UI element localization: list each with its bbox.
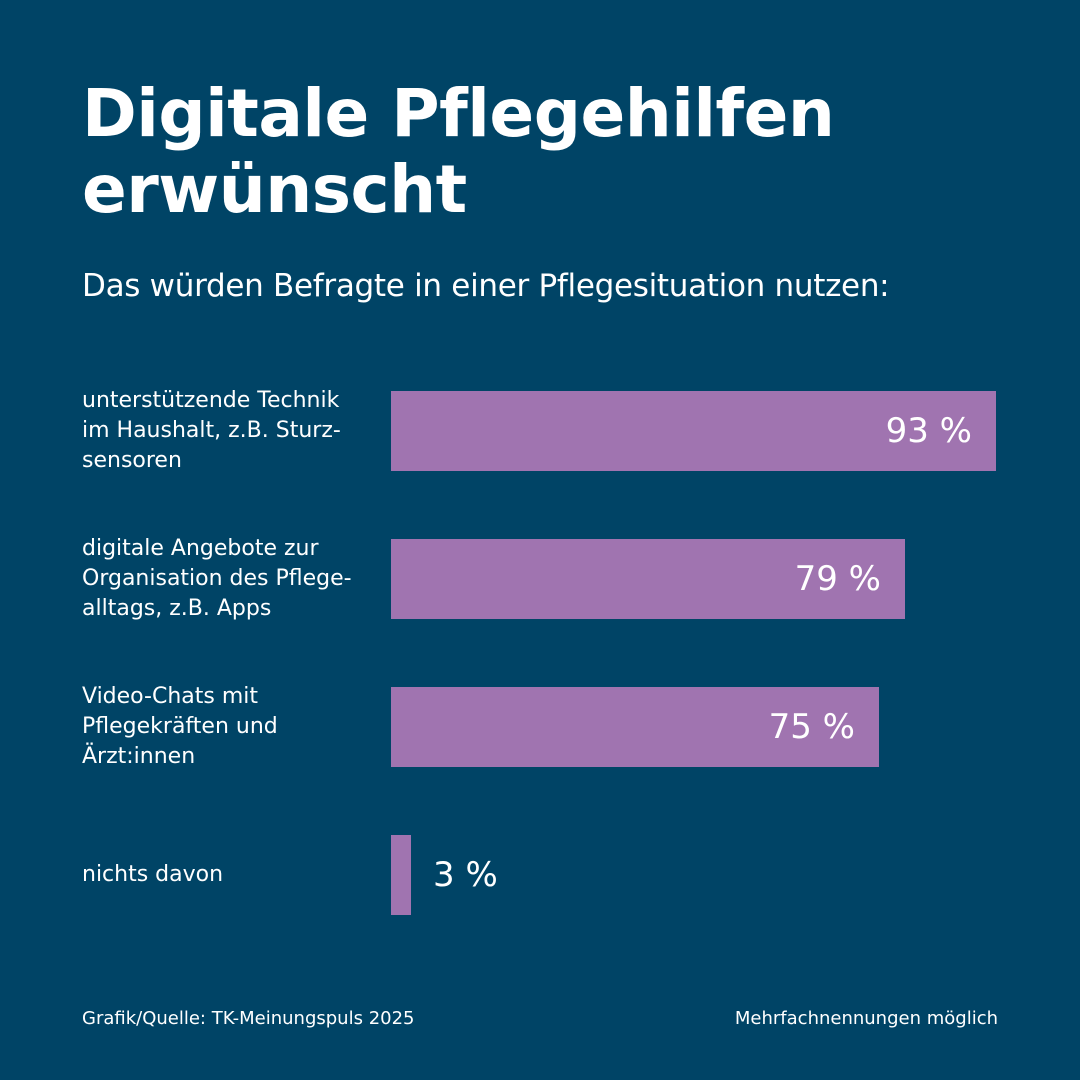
bar	[391, 835, 411, 915]
value-label: 93 %	[885, 411, 972, 451]
category-label: nichts davon	[82, 862, 224, 887]
value-label: 79 %	[794, 559, 881, 599]
bar	[391, 391, 996, 471]
category-label: Video-Chats mit Pflegekräften und Ärzt:inn…	[82, 684, 278, 769]
category-label: unterstützende Technik im Haushalt, z.B. …	[82, 388, 341, 473]
bar	[391, 539, 905, 619]
source-note: Grafik/Quelle: TK-Meinungspuls 2025	[82, 1008, 415, 1029]
bar	[391, 687, 879, 767]
value-label: 75 %	[768, 707, 855, 747]
category-label: digitale Angebote zur Organisation des Pf…	[82, 536, 352, 621]
multiple-answers-note: Mehrfachnennungen möglich	[734, 1008, 998, 1029]
chart-subtitle: Das würden Befragte in einer Pflegesitua…	[82, 268, 890, 304]
value-label: 3 %	[433, 855, 498, 895]
chart-title: Digitale Pflegehilfen erwünscht	[82, 75, 835, 228]
